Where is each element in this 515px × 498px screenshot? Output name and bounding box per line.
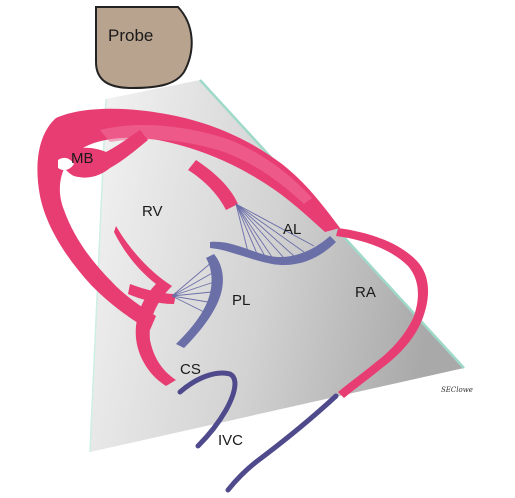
label-ra: RA <box>355 284 376 301</box>
label-probe: Probe <box>108 26 153 45</box>
label-mb: MB <box>71 150 94 167</box>
rv-myocardium <box>37 108 341 386</box>
chordae-posterior <box>171 261 215 313</box>
artist-signature: SEClowe <box>441 386 473 394</box>
label-pl: PL <box>232 292 250 309</box>
chordae-anterior <box>235 203 315 261</box>
beam-sector <box>90 80 464 452</box>
coronary-sinus <box>177 370 238 449</box>
label-ivc: IVC <box>218 432 243 449</box>
moderator-band <box>60 130 148 178</box>
ra-wall <box>336 228 429 398</box>
tricuspid-valve <box>171 203 336 348</box>
label-al: AL <box>283 221 301 238</box>
ra-posterior-wall <box>336 228 429 398</box>
probe-body <box>95 6 193 90</box>
papillary-muscle-septal <box>128 284 176 304</box>
posterior-leaflet <box>176 254 223 348</box>
rv-wall-highlight <box>100 125 312 204</box>
inferior-vena-cava <box>225 393 339 493</box>
probe: Probe <box>95 6 193 90</box>
mb-notch <box>58 157 74 171</box>
anterior-leaflet <box>210 236 336 266</box>
septal-wall <box>114 226 176 386</box>
papillary-muscle-anterior <box>188 160 238 210</box>
label-rv: RV <box>142 203 163 220</box>
label-cs: CS <box>180 361 201 378</box>
